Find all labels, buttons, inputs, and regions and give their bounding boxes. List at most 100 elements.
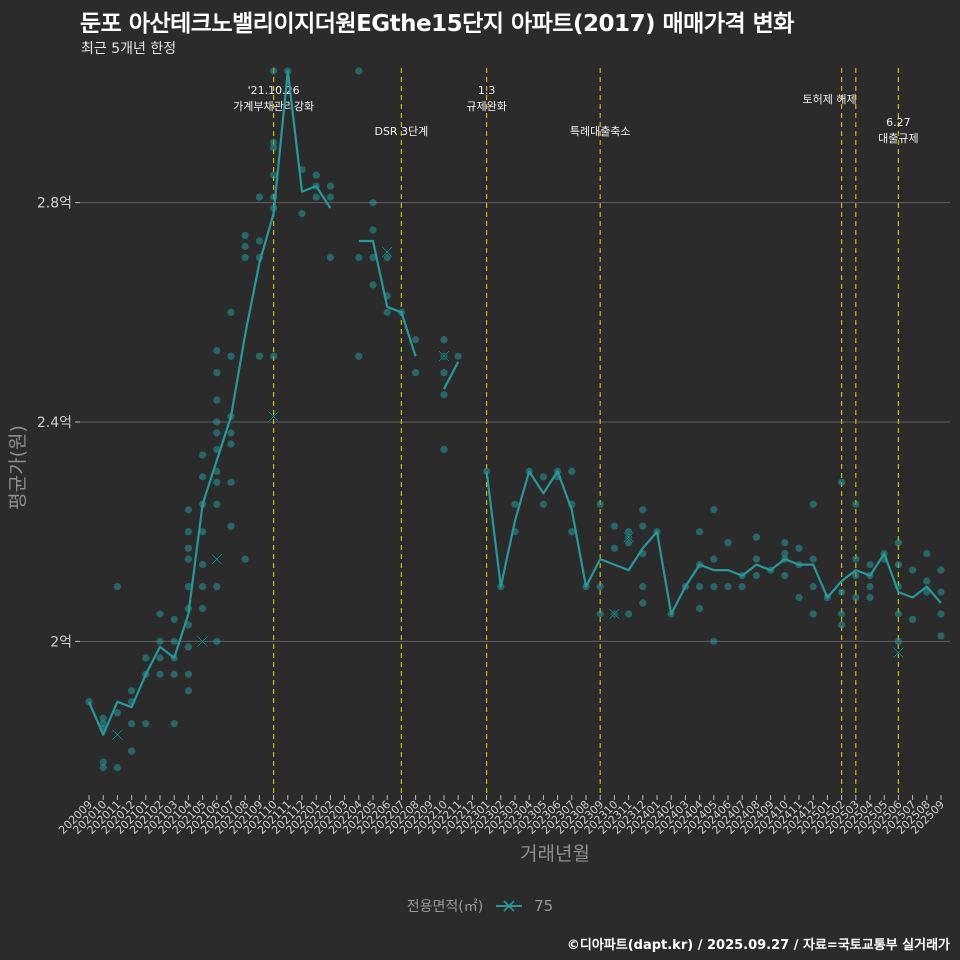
data-point bbox=[184, 506, 192, 514]
x-marker bbox=[196, 635, 209, 648]
data-point bbox=[639, 506, 647, 514]
data-point bbox=[852, 593, 860, 602]
data-point bbox=[710, 582, 718, 591]
data-point bbox=[184, 555, 192, 563]
data-point bbox=[596, 500, 604, 508]
event-label: 대출규제 bbox=[878, 132, 918, 145]
data-point bbox=[625, 528, 633, 536]
data-point bbox=[781, 550, 789, 558]
point-layer bbox=[85, 67, 945, 772]
data-point bbox=[852, 571, 860, 580]
data-point bbox=[696, 582, 704, 591]
x-marker-stroke bbox=[893, 647, 904, 658]
data-point bbox=[199, 473, 207, 481]
data-point bbox=[227, 440, 235, 448]
event-label: '21.10.26 bbox=[248, 84, 300, 97]
event-label: 1.3 bbox=[478, 84, 496, 97]
y-tick-label: 2억 bbox=[50, 634, 72, 650]
data-point bbox=[199, 561, 207, 569]
x-marker bbox=[111, 729, 124, 741]
data-point bbox=[838, 610, 846, 618]
data-point bbox=[383, 253, 391, 262]
series-line bbox=[443, 361, 460, 390]
legend-title: 전용면적(㎡) bbox=[406, 899, 484, 915]
data-point bbox=[639, 599, 647, 607]
x-marker-stroke bbox=[381, 246, 393, 258]
data-point bbox=[852, 555, 860, 563]
x-marker-stroke bbox=[438, 350, 450, 362]
data-point bbox=[213, 637, 221, 646]
data-point bbox=[412, 369, 420, 377]
data-point bbox=[156, 670, 164, 678]
data-point bbox=[128, 687, 136, 695]
data-point bbox=[326, 193, 334, 201]
data-point bbox=[483, 467, 491, 475]
data-point bbox=[752, 533, 761, 541]
data-point bbox=[184, 544, 192, 552]
data-point bbox=[511, 500, 519, 508]
data-point bbox=[355, 67, 363, 75]
data-point bbox=[156, 637, 164, 646]
data-point bbox=[909, 566, 917, 574]
x-marker bbox=[892, 646, 905, 659]
data-point bbox=[241, 555, 249, 563]
data-point bbox=[355, 253, 363, 262]
data-point bbox=[213, 445, 221, 454]
data-point bbox=[241, 253, 249, 262]
data-point bbox=[170, 670, 178, 678]
data-point bbox=[227, 308, 235, 316]
data-point bbox=[199, 451, 207, 459]
event-label: 가계부채관리강화 bbox=[233, 100, 314, 113]
data-point bbox=[99, 758, 107, 766]
data-point bbox=[369, 253, 377, 262]
data-point bbox=[213, 418, 221, 426]
data-point bbox=[99, 714, 107, 722]
data-point bbox=[809, 500, 817, 508]
legend: 전용면적(㎡) 75 bbox=[0, 896, 960, 916]
data-point bbox=[866, 561, 874, 569]
x-marker bbox=[267, 410, 280, 423]
data-point bbox=[937, 632, 945, 640]
data-point bbox=[724, 582, 732, 591]
data-point bbox=[795, 544, 803, 552]
data-point bbox=[199, 604, 207, 613]
data-point bbox=[326, 253, 334, 262]
data-point bbox=[752, 555, 761, 563]
x-marker-stroke bbox=[197, 636, 208, 647]
data-point bbox=[696, 528, 704, 536]
legend-item-label: 75 bbox=[534, 897, 554, 915]
chart-title: 둔포 아산테크노밸리이지더원EGthe15단지 아파트(2017) 매매가격 변… bbox=[80, 11, 794, 37]
data-point bbox=[625, 539, 633, 547]
x-marker-stroke bbox=[268, 411, 279, 422]
data-point bbox=[227, 522, 235, 530]
data-point bbox=[781, 539, 789, 547]
x-marker bbox=[622, 531, 635, 543]
y-axis-title: 평균가(원) bbox=[7, 425, 29, 510]
data-point bbox=[213, 500, 221, 508]
x-marker-stroke bbox=[623, 531, 634, 543]
data-point bbox=[454, 352, 462, 360]
x-marker-stroke bbox=[112, 729, 123, 740]
data-point bbox=[724, 539, 732, 547]
data-point bbox=[937, 610, 945, 618]
data-point bbox=[184, 582, 192, 591]
data-point bbox=[213, 467, 221, 475]
data-point bbox=[937, 588, 945, 596]
data-point bbox=[838, 588, 846, 596]
data-point bbox=[213, 582, 221, 591]
data-point bbox=[568, 467, 576, 475]
data-point bbox=[795, 593, 803, 602]
data-point bbox=[99, 720, 107, 728]
data-point bbox=[625, 610, 633, 618]
data-point bbox=[639, 582, 647, 591]
data-point bbox=[639, 522, 647, 530]
event-label: 특례대출축소 bbox=[570, 125, 631, 138]
y-tick-label: 2.4억 bbox=[37, 415, 72, 431]
axis-layer: 2억2.4억2.8억202009202010202011202012202101… bbox=[7, 196, 947, 865]
data-point bbox=[937, 566, 945, 574]
data-point bbox=[99, 763, 107, 772]
data-point bbox=[184, 670, 192, 678]
event-label: DSR 3단계 bbox=[374, 125, 428, 138]
y-tick-label: 2.8억 bbox=[37, 196, 72, 212]
